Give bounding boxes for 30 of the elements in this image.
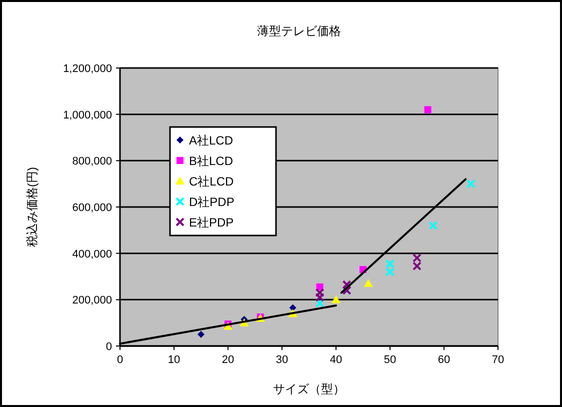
- x-tick-label: 0: [116, 354, 124, 366]
- y-tick-label: 0: [106, 341, 112, 353]
- y-tick-label: 1,000,000: [63, 109, 112, 122]
- y-tick-label: 400,000: [72, 248, 112, 260]
- legend-label: D社PDP: [189, 195, 234, 209]
- x-tick-label: 40: [330, 354, 342, 366]
- y-tick-label: 800,000: [72, 156, 112, 168]
- chart-title: 薄型テレビ価格: [257, 24, 341, 38]
- point: [198, 330, 204, 338]
- point: [364, 278, 373, 287]
- x-tick-label: 50: [384, 354, 396, 366]
- point: [424, 106, 432, 114]
- point: [289, 304, 296, 312]
- x-tick-label: 20: [222, 354, 234, 366]
- point: [332, 295, 340, 304]
- x-axis-title: サイズ（型）: [273, 382, 345, 396]
- x-tick-label: 70: [492, 354, 504, 366]
- legend-label: E社PDP: [189, 216, 234, 230]
- y-tick-label: 600,000: [72, 202, 112, 214]
- x-tick-label: 30: [276, 354, 288, 366]
- legend-label: A社LCD: [189, 134, 234, 148]
- point: [466, 179, 476, 188]
- y-axis-title: 税込み価格(円): [25, 167, 39, 247]
- x-tick-label: 60: [438, 354, 450, 366]
- x-tick-label: 10: [168, 354, 180, 366]
- point: [428, 221, 438, 230]
- y-tick-label: 1,200,000: [63, 63, 112, 75]
- legend-label: C社LCD: [189, 174, 234, 188]
- legend-label: B社LCD: [189, 154, 234, 168]
- y-tick-label: 200,000: [72, 294, 112, 307]
